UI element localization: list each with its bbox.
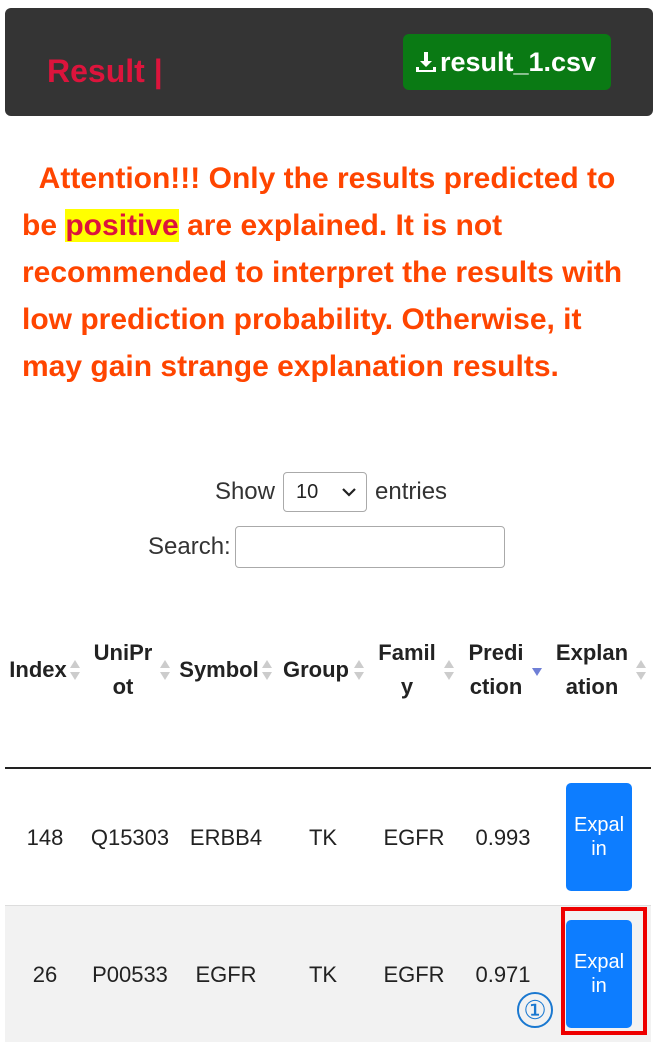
page-size-value: 10 bbox=[296, 480, 319, 503]
column-header-family[interactable]: Family bbox=[369, 573, 459, 769]
explain-button[interactable]: Expalin bbox=[566, 783, 632, 891]
column-header-explanation[interactable]: Explanation bbox=[547, 573, 651, 769]
cell-uniprot: P00533 bbox=[92, 961, 168, 987]
chevron-down-icon bbox=[342, 488, 356, 497]
search-label: Search: bbox=[148, 533, 231, 560]
table-row: 148 Q15303 ERBB4 TK EGFR 0.993 Expalin bbox=[5, 768, 651, 906]
sort-desc-icon bbox=[532, 668, 542, 676]
cell-uniprot: Q15303 bbox=[85, 768, 175, 906]
attention-notice: Attention!!! Only the results predicted … bbox=[22, 155, 642, 390]
column-header-index[interactable]: Index bbox=[5, 573, 85, 769]
page-title: Result | bbox=[47, 53, 163, 89]
sort-icon bbox=[160, 660, 170, 680]
sort-icon bbox=[636, 660, 646, 680]
table-row: 26 P00533 EGFR TK EGFR 0.971 Expalin bbox=[5, 905, 651, 1043]
explain-button[interactable]: Expalin bbox=[566, 920, 632, 1028]
show-label: Show bbox=[214, 478, 275, 505]
sort-icon bbox=[70, 660, 80, 680]
sort-icon bbox=[262, 660, 272, 680]
cell-prediction: 0.993 bbox=[459, 768, 547, 906]
column-header-symbol[interactable]: Symbol bbox=[175, 573, 277, 769]
cell-family: EGFR bbox=[383, 961, 445, 987]
cell-symbol: ERBB4 bbox=[175, 768, 277, 906]
column-header-uniprot[interactable]: UniProt bbox=[85, 573, 175, 769]
cell-group: TK bbox=[277, 768, 369, 906]
entries-label: entries bbox=[375, 478, 448, 505]
sort-icon bbox=[444, 660, 454, 680]
cell-group: TK bbox=[308, 961, 338, 987]
annotation-highlight-box bbox=[561, 907, 647, 1035]
table-header-row: Index UniProt Symbol Group Family Predic… bbox=[5, 573, 651, 769]
cell-explanation: Expalin bbox=[547, 768, 651, 906]
download-label: result_1.csv bbox=[439, 46, 597, 77]
download-csv-button[interactable]: result_1.csv bbox=[403, 34, 611, 90]
search-input[interactable] bbox=[234, 526, 505, 568]
sort-icon bbox=[354, 660, 364, 680]
page-length-control: Show 10 entries bbox=[0, 472, 662, 512]
cell-family: EGFR bbox=[369, 768, 459, 906]
cell-index: 26 bbox=[32, 961, 58, 987]
notice-highlight: positive bbox=[65, 209, 179, 242]
cell-explanation: Expalin bbox=[547, 906, 651, 1043]
annotation-marker: ① bbox=[517, 992, 553, 1028]
result-header: Result | result_1.csv bbox=[5, 8, 653, 116]
notice-text-2: are explained. It is not recommended to … bbox=[22, 209, 623, 383]
page-size-select[interactable]: 10 bbox=[283, 472, 367, 512]
cell-prediction: 0.971 bbox=[475, 961, 531, 987]
column-header-prediction[interactable]: Prediction bbox=[459, 573, 547, 769]
notice-text-1: Attention!!! Only the results predicted … bbox=[22, 162, 616, 242]
download-icon bbox=[415, 52, 436, 72]
cell-index: 148 bbox=[5, 768, 85, 906]
results-table: Index UniProt Symbol Group Family Predic… bbox=[5, 573, 651, 1042]
column-header-group[interactable]: Group bbox=[277, 573, 369, 769]
search-control: Search: bbox=[148, 526, 505, 568]
cell-symbol: EGFR bbox=[195, 961, 257, 987]
